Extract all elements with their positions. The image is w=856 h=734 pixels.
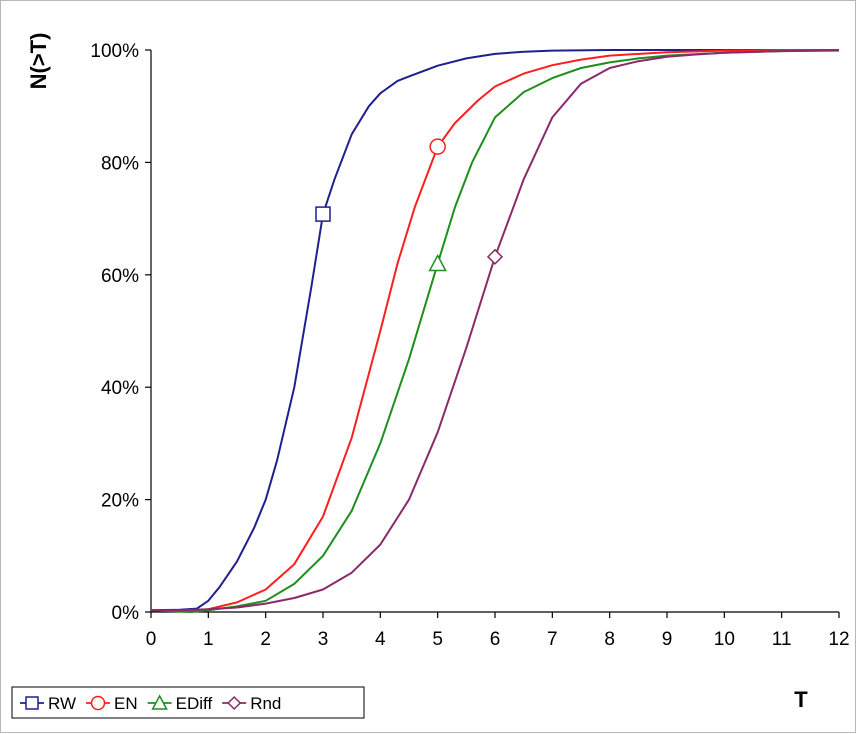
series-line-rw	[150, 49, 839, 612]
series-marker-rnd	[486, 248, 504, 265]
series-marker-en	[429, 138, 446, 155]
y-tick-label: 0%	[112, 603, 140, 624]
legend-label-en: EN	[114, 694, 138, 713]
series-line-ediff	[150, 49, 840, 613]
x-tick-label: 7	[547, 629, 558, 650]
series-marker-rw	[315, 206, 331, 222]
x-axis-title: T	[794, 687, 808, 712]
legend-marker-rnd	[227, 695, 242, 711]
legend-box	[11, 686, 365, 719]
y-tick-label: 40%	[101, 378, 139, 399]
y-axis-ticks: 0% 20% 40% 60% 80% 100%	[90, 41, 151, 624]
series-line-rnd	[151, 49, 840, 612]
series-lines	[150, 49, 840, 613]
legend-label-rnd: Rnd	[250, 694, 281, 713]
y-tick-label: 80%	[101, 153, 139, 174]
y-tick-label: 20%	[101, 491, 139, 512]
series-marker-ediff	[428, 253, 447, 272]
legend-marker-rw	[25, 696, 39, 710]
legend: RW EN EDiff Rnd	[11, 686, 365, 719]
legend-items: RW EN EDiff Rnd	[20, 694, 281, 713]
x-tick-label: 12	[828, 629, 849, 650]
x-tick-label: 4	[375, 629, 386, 650]
x-tick-label: 3	[318, 629, 329, 650]
x-tick-label: 10	[714, 629, 735, 650]
legend-marker-ediff	[151, 694, 168, 710]
x-tick-label: 5	[432, 629, 443, 650]
y-tick-label: 100%	[90, 41, 139, 62]
x-tick-label: 8	[604, 629, 615, 650]
x-axis-ticks: 0 1 2 3 4 5 6 7 8 9 10 11 12	[146, 612, 850, 650]
x-tick-label: 9	[662, 629, 673, 650]
x-tick-label: 1	[203, 629, 214, 650]
x-tick-label: 11	[772, 629, 792, 650]
x-tick-label: 6	[490, 629, 501, 650]
y-tick-label: 60%	[101, 266, 139, 287]
legend-marker-en	[90, 695, 106, 711]
axes	[150, 50, 839, 613]
series-markers	[315, 138, 504, 272]
x-tick-label: 0	[146, 629, 157, 650]
legend-label-ediff: EDiff	[176, 694, 213, 713]
legend-label-rw: RW	[48, 694, 76, 713]
x-tick-label: 2	[260, 629, 271, 650]
y-axis-title: N(>T)	[26, 33, 51, 90]
